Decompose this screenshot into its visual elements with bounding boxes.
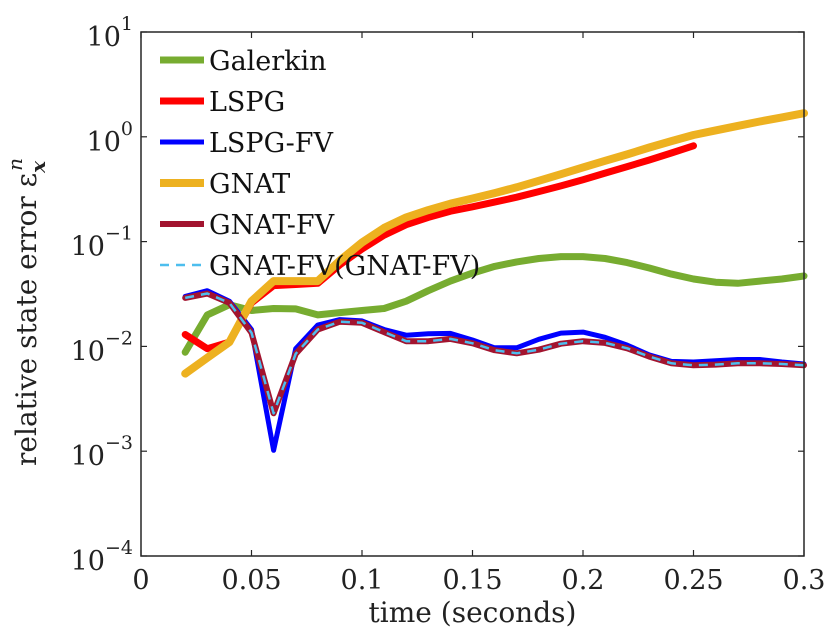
x-tick-label: 0.25 bbox=[663, 565, 723, 596]
legend-label: GNAT bbox=[209, 169, 290, 200]
legend: Galerkin LSPG LSPG-FV GNAT GNAT-FV GNAT-FV(GN… bbox=[160, 46, 480, 282]
y-axis-title: relative state error εxn bbox=[3, 158, 50, 466]
y-tick-label: 10−4 bbox=[71, 537, 133, 577]
legend-label: LSPG bbox=[209, 87, 285, 118]
y-tick-label: 10−2 bbox=[71, 327, 133, 367]
plot-frame bbox=[140, 31, 805, 557]
legend-label: GNAT-FV(GNAT-FV) bbox=[209, 251, 480, 282]
y-axis-title-sub: x bbox=[26, 160, 50, 174]
x-tick-label: 0.3 bbox=[783, 565, 826, 596]
x-tick-label: 0.05 bbox=[221, 565, 281, 596]
series-lines bbox=[181, 109, 808, 453]
series-line-galerkin bbox=[181, 253, 808, 356]
series-line-gnat-fv-gnat-fv bbox=[184, 292, 805, 415]
y-tick-label: 101 bbox=[87, 13, 133, 53]
y-tick-label: 10−1 bbox=[71, 223, 133, 263]
axis-ticks: 0 0.05 0.1 0.15 0.2 0.25 0.3 101 100 10−1 10−2 10−3… bbox=[71, 13, 826, 596]
legend-label: GNAT-FV bbox=[209, 210, 335, 241]
y-axis-title-sup: n bbox=[3, 158, 27, 171]
legend-label: Galerkin bbox=[209, 46, 327, 77]
x-axis-title: time (seconds) bbox=[369, 596, 577, 629]
y-axis-title-main: relative state error ε bbox=[10, 173, 43, 466]
y-tick-label: 100 bbox=[87, 118, 133, 158]
x-tick-label: 0.15 bbox=[442, 565, 502, 596]
x-tick-label: 0.2 bbox=[562, 565, 605, 596]
series-line-gnat bbox=[181, 109, 808, 378]
y-tick-label: 10−3 bbox=[71, 432, 133, 472]
x-tick-label: 0.1 bbox=[341, 565, 384, 596]
series-line-lspg-fv bbox=[182, 288, 807, 453]
legend-label: LSPG-FV bbox=[209, 128, 334, 159]
x-tick-label: 0 bbox=[132, 565, 149, 596]
